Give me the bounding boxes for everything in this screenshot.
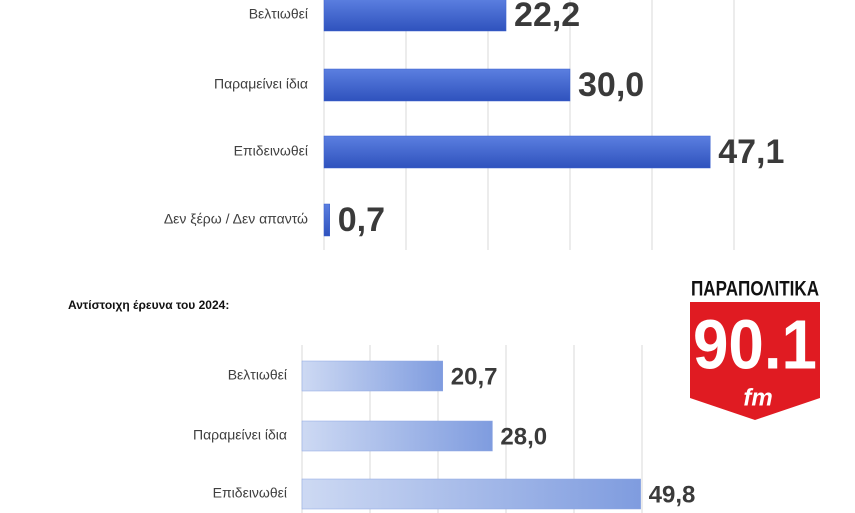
logo: ΠΑΡΑΠΟΛΙΤΙΚΑ 90.1 fm xyxy=(690,278,820,420)
y-tick-label: Βελτιωθεί xyxy=(228,367,287,383)
y-tick-label: Παραμείνει ίδια xyxy=(214,76,308,92)
chart-title: Αντίστοιχη έρευνα του 2024: xyxy=(68,298,229,312)
logo-frequency: 90.1 xyxy=(693,305,817,383)
bar xyxy=(323,203,330,237)
value-label: 22,2 xyxy=(514,0,580,34)
bar xyxy=(301,420,493,452)
value-label: 28,0 xyxy=(500,423,547,450)
bar xyxy=(301,360,444,392)
bar xyxy=(323,68,571,102)
bar xyxy=(323,0,507,32)
y-tick-label: Επιδεινωθεί xyxy=(213,485,287,501)
y-tick-label: Επιδεινωθεί xyxy=(234,143,308,159)
logo-name: ΠΑΡΑΠΟΛΙΤΙΚΑ xyxy=(691,278,819,301)
value-label: 49,8 xyxy=(649,481,696,508)
chart: Βελτιωθεί 22,2 Παραμείνει ίδια 30,0 Επιδεινω… xyxy=(164,0,784,250)
bar xyxy=(301,478,641,510)
y-tick-label: Δεν ξέρω / Δεν απαντώ xyxy=(164,211,308,227)
y-tick-label: Βελτιωθεί xyxy=(249,6,308,22)
logo-band: fm xyxy=(743,384,772,411)
value-label: 20,7 xyxy=(451,363,498,390)
logo-shield xyxy=(690,302,820,420)
value-label: 30,0 xyxy=(578,66,644,104)
y-tick-label: Παραμείνει ίδια xyxy=(193,427,287,443)
value-label: 0,7 xyxy=(338,201,385,239)
chart: Αντίστοιχη έρευνα του 2024: Βελτιωθεί 20,7… xyxy=(68,298,695,513)
bar xyxy=(323,135,711,169)
value-label: 47,1 xyxy=(718,133,784,171)
